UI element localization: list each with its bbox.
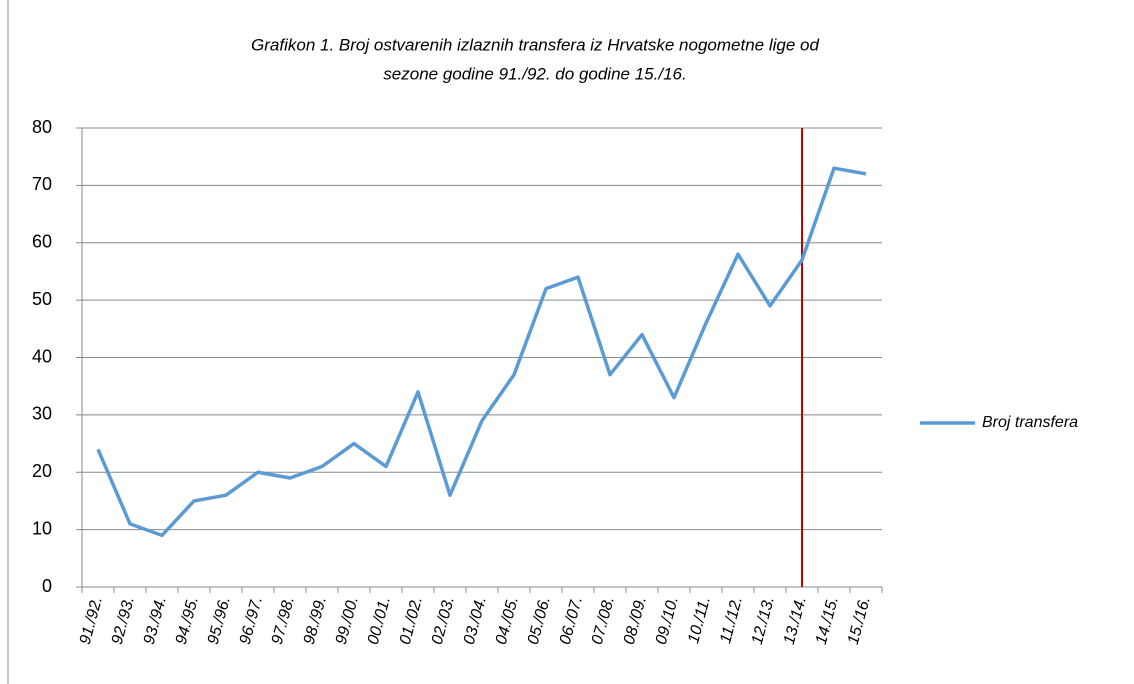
x-tick-label: 04./05.: [493, 595, 522, 647]
x-tick-label: 14./15.: [813, 595, 842, 647]
x-tick-label: 95./96.: [205, 595, 234, 647]
y-tick-label: 80: [32, 117, 52, 137]
x-tick-label: 97./98.: [269, 595, 298, 647]
x-tick-label: 08./09.: [621, 595, 650, 647]
x-tick-label: 02./03.: [429, 595, 458, 647]
x-tick-label: 12./13.: [749, 595, 778, 647]
x-tick-label: 11./12.: [717, 595, 746, 646]
y-tick-label: 20: [32, 461, 52, 481]
x-tick-label: 13./14.: [781, 595, 810, 647]
x-tick-label: 92./93.: [109, 595, 138, 647]
x-tick-label: 01./02.: [397, 595, 426, 647]
chart-title: sezone godine 91./92. do godine 15./16.: [383, 64, 686, 83]
data-line: [96, 166, 867, 538]
x-tick-label: 96./97.: [237, 595, 266, 647]
x-tick-label: 05./06.: [525, 595, 554, 647]
y-tick-label: 40: [32, 346, 52, 366]
x-tick-label: 10./11.: [685, 595, 714, 646]
x-tick-label: 06./07.: [557, 595, 586, 647]
x-tick-label: 93./94.: [141, 595, 170, 647]
y-tick-label: 60: [32, 232, 52, 252]
chart-title: Grafikon 1. Broj ostvarenih izlaznih tra…: [251, 35, 819, 54]
x-tick-label: 15./16.: [845, 595, 874, 647]
x-tick-label: 99./00.: [333, 595, 362, 647]
x-tick-label: 00./01.: [365, 595, 394, 647]
y-tick-label: 70: [32, 174, 52, 194]
y-tick-label: 10: [32, 518, 52, 538]
x-tick-label: 94./95.: [173, 595, 202, 647]
y-tick-label: 0: [42, 576, 52, 596]
x-tick-label: 98./99.: [301, 595, 330, 647]
x-tick-label: 07./08.: [589, 595, 618, 647]
y-tick-label: 50: [32, 289, 52, 309]
x-tick-label: 91./92.: [77, 595, 106, 647]
x-tick-label: 09./10.: [653, 595, 682, 647]
x-tick-label: 03./04.: [461, 595, 490, 647]
y-tick-label: 30: [32, 404, 52, 424]
legend-label: Broj transfera: [982, 414, 1078, 431]
